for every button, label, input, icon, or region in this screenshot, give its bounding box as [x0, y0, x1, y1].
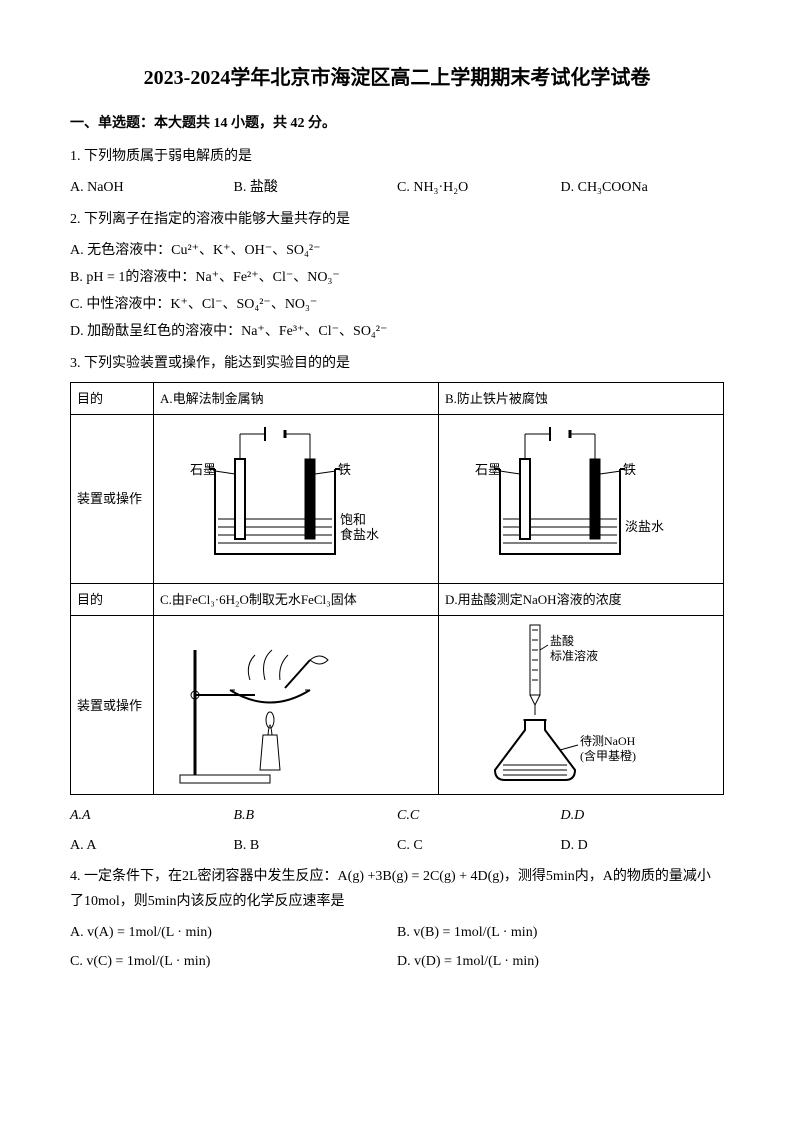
q3-device-label-1: 装置或操作 [71, 415, 154, 584]
q3-r1-b: B.B [234, 803, 398, 828]
label-iron-b: 铁 [623, 462, 636, 477]
q3-diagram-c [154, 616, 439, 795]
q4-opt-a: A. v(A) = 1mol/(L · min) [70, 920, 397, 945]
q1-opt-a: A. NaOH [70, 175, 234, 200]
svg-text:标准溶液: 标准溶液 [550, 648, 598, 663]
q3-cell-b-purpose: B.防止铁片被腐蚀 [439, 382, 724, 414]
q3-stem: 3. 下列实验装置或操作，能达到实验目的的是 [70, 351, 724, 376]
svg-text:(含甲基橙): (含甲基橙) [580, 748, 636, 763]
svg-text:待测NaOH: 待测NaOH [580, 734, 636, 748]
electrolysis-b-icon: 石墨 铁 淡盐水 [445, 419, 675, 574]
q2-opt-a: A. 无色溶液中：Cu²⁺、K⁺、OH⁻、SO₄²⁻ [70, 238, 724, 263]
q2-options: A. 无色溶液中：Cu²⁺、K⁺、OH⁻、SO₄²⁻ B. pH = 1的溶液中… [70, 238, 724, 345]
q3-purpose-label-1: 目的 [71, 382, 154, 414]
q2-stem: 2. 下列离子在指定的溶液中能够大量共存的是 [70, 207, 724, 232]
titration-icon: 盐酸 标准溶液 待测NaOH (含甲基橙) [445, 620, 675, 790]
q3-diagram-a: 石墨 铁 饱和 食盐水 [154, 415, 439, 584]
section-header: 一、单选题：本大题共 14 小题，共 42 分。 [70, 111, 724, 136]
evaporation-icon [160, 620, 390, 790]
q1-opt-b: B. 盐酸 [234, 175, 398, 200]
q3-r1-a: A.A [70, 803, 234, 828]
q1-stem: 1. 下列物质属于弱电解质的是 [70, 144, 724, 169]
q3-purpose-label-2: 目的 [71, 584, 154, 616]
q2-opt-d: D. 加酚酞呈红色的溶液中：Na⁺、Fe³⁺、Cl⁻、SO₄²⁻ [70, 319, 724, 344]
q3-diagram-d: 盐酸 标准溶液 待测NaOH (含甲基橙) [439, 616, 724, 795]
label-dilute-salt: 淡盐水 [625, 519, 664, 534]
q1-opt-c: C. NH₃·H₂O [397, 175, 561, 200]
label-iron-a: 铁 [338, 462, 351, 477]
q1-opt-d: D. CH₃COONa [561, 175, 725, 200]
q4-opt-d: D. v(D) = 1mol/(L · min) [397, 949, 724, 974]
q3-device-label-2: 装置或操作 [71, 616, 154, 795]
q4-options-1: A. v(A) = 1mol/(L · min) B. v(B) = 1mol/… [70, 920, 724, 945]
q4-opt-b: B. v(B) = 1mol/(L · min) [397, 920, 724, 945]
q3-r2-c: C. C [397, 833, 561, 858]
svg-text:食盐水: 食盐水 [340, 527, 379, 542]
electrolysis-a-icon: 石墨 铁 饱和 食盐水 [160, 419, 390, 574]
q3-table: 目的 A.电解法制金属钠 B.防止铁片被腐蚀 装置或操作 [70, 382, 724, 796]
svg-text:饱和: 饱和 [340, 512, 366, 527]
q2-opt-b: B. pH = 1的溶液中：Na⁺、Fe²⁺、Cl⁻、NO₃⁻ [70, 265, 724, 290]
q3-options-row1: A.A B.B C.C D.D [70, 803, 724, 828]
q4-stem: 4. 一定条件下，在2L密闭容器中发生反应：A(g) +3B(g) = 2C(g… [70, 864, 724, 914]
q1-options: A. NaOH B. 盐酸 C. NH₃·H₂O D. CH₃COONa [70, 175, 724, 200]
q2-opt-c: C. 中性溶液中：K⁺、Cl⁻、SO₄²⁻、NO₃⁻ [70, 292, 724, 317]
q3-r2-d: D. D [561, 833, 725, 858]
q3-cell-c-purpose: C.由FeCl₃·6H₂O制取无水FeCl₃固体 [154, 584, 439, 616]
q3-r1-d: D.D [561, 803, 725, 828]
q3-r2-b: B. B [234, 833, 398, 858]
label-graphite-b: 石墨 [475, 462, 501, 477]
page-title: 2023-2024学年北京市海淀区高二上学期期末考试化学试卷 [70, 60, 724, 96]
q3-r2-a: A. A [70, 833, 234, 858]
q3-r1-c: C.C [397, 803, 561, 828]
q4-opt-c: C. v(C) = 1mol/(L · min) [70, 949, 397, 974]
q3-options-row2: A. A B. B C. C D. D [70, 833, 724, 858]
q3-cell-d-purpose: D.用盐酸测定NaOH溶液的浓度 [439, 584, 724, 616]
q4-options-2: C. v(C) = 1mol/(L · min) D. v(D) = 1mol/… [70, 949, 724, 974]
q3-cell-a-purpose: A.电解法制金属钠 [154, 382, 439, 414]
q3-diagram-b: 石墨 铁 淡盐水 [439, 415, 724, 584]
svg-text:盐酸: 盐酸 [550, 633, 574, 648]
label-graphite-a: 石墨 [190, 462, 216, 477]
